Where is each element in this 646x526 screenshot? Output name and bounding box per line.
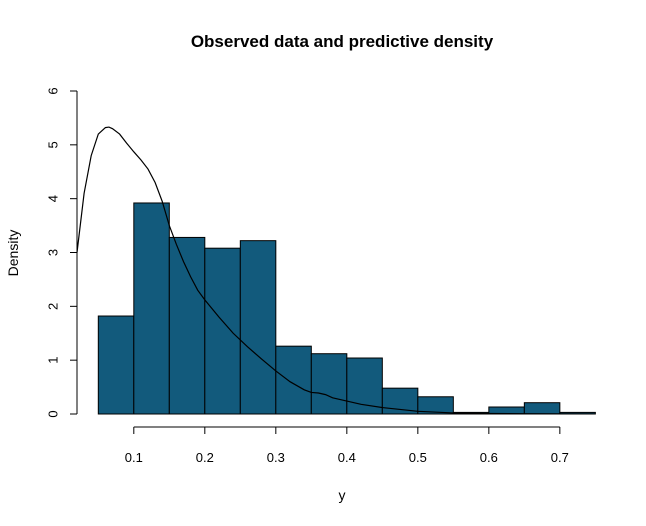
- histogram-bars: [97, 202, 596, 415]
- x-tick-label: 0.3: [267, 450, 285, 465]
- histogram-bar: [275, 345, 312, 415]
- x-tick-label: 0.7: [551, 450, 569, 465]
- y-axis: 0 1 2 3 4 5 6: [46, 87, 78, 418]
- x-tick-label: 0.5: [409, 450, 427, 465]
- x-axis-label: y: [339, 487, 346, 503]
- x-axis: 0.1 0.2 0.3 0.4 0.5 0.6 0.7: [125, 426, 569, 465]
- x-tick-label: 0.2: [196, 450, 214, 465]
- y-tick-label: 4: [46, 195, 61, 202]
- chart-title: Observed data and predictive density: [191, 32, 494, 51]
- x-tick-label: 0.6: [480, 450, 498, 465]
- x-tick-label: 0.4: [338, 450, 356, 465]
- histogram-bar: [204, 247, 241, 415]
- histogram-bar: [310, 353, 348, 415]
- histogram-bar: [381, 387, 419, 415]
- y-tick-label: 5: [46, 141, 61, 148]
- y-tick-label: 1: [46, 357, 61, 364]
- x-tick-label: 0.1: [125, 450, 143, 465]
- y-tick-label: 2: [46, 303, 61, 310]
- predictive-density-curve: [76, 126, 596, 415]
- histogram-bar: [168, 236, 206, 415]
- histogram-bar: [239, 240, 277, 415]
- y-axis-label: Density: [5, 230, 21, 277]
- histogram-bar: [417, 396, 454, 415]
- y-tick-label: 0: [46, 410, 61, 417]
- y-tick-label: 3: [46, 249, 61, 256]
- histogram-bar: [523, 402, 561, 415]
- histogram-bar: [97, 315, 135, 415]
- y-tick-label: 6: [46, 87, 61, 94]
- histogram-bar: [346, 357, 383, 415]
- histogram-bar: [133, 202, 170, 415]
